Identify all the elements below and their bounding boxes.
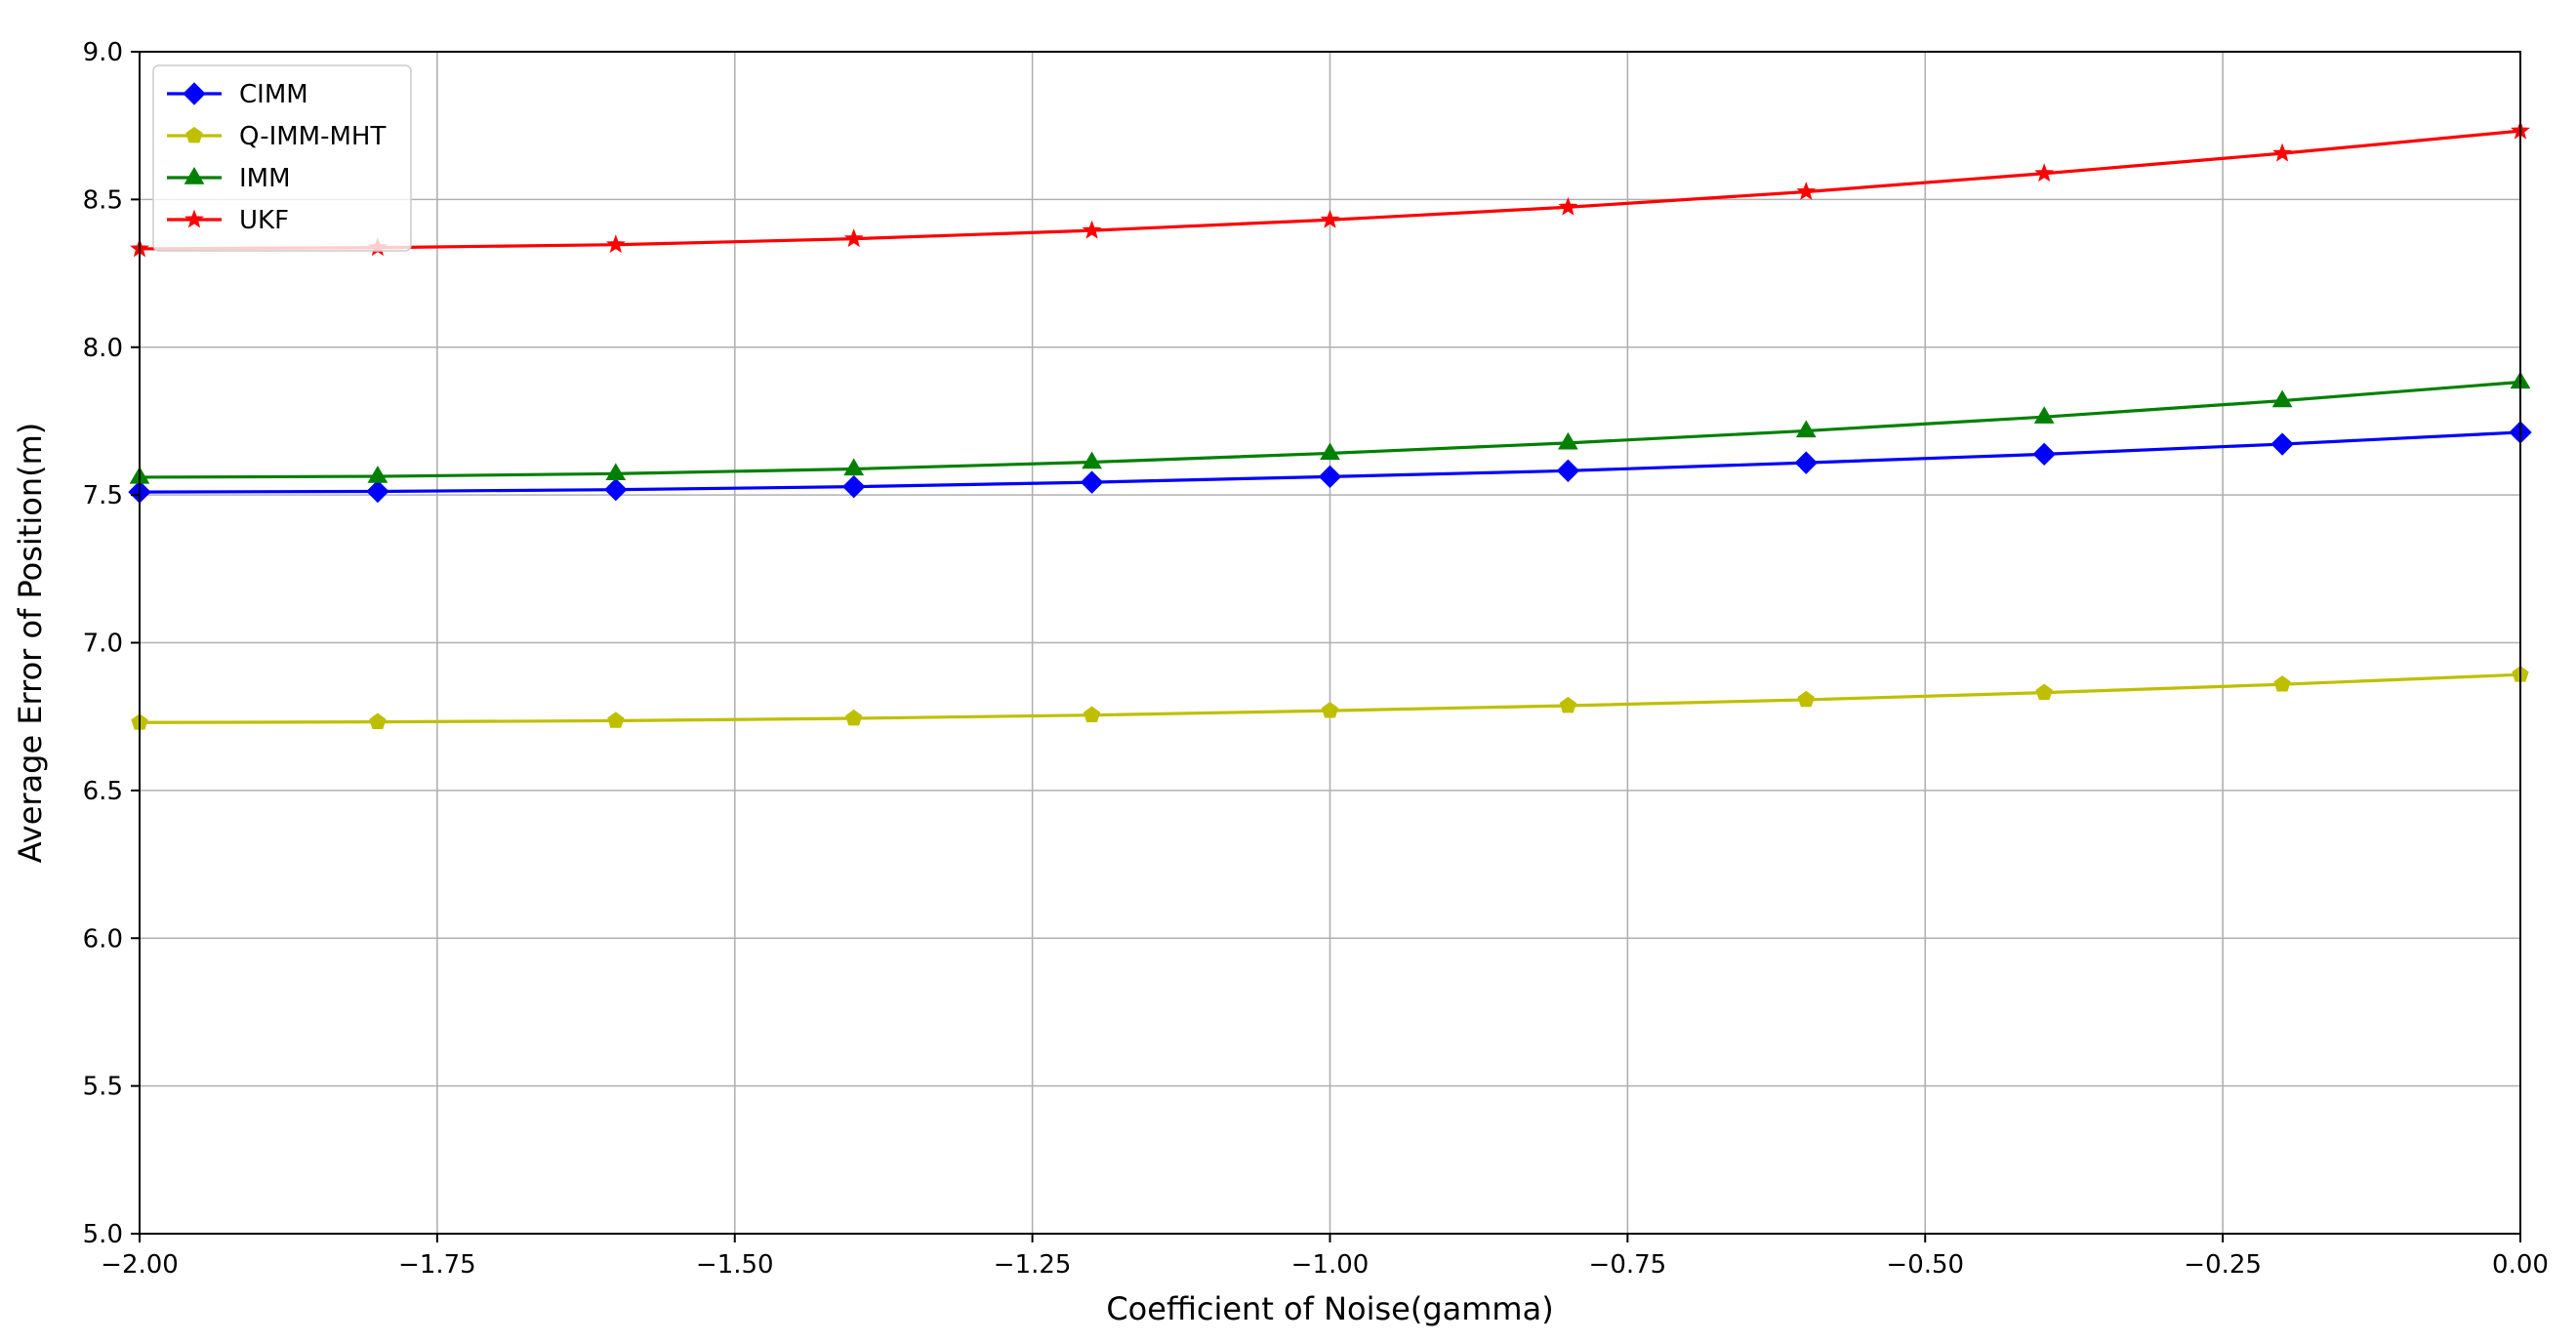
- legend-marker-cimm: [183, 82, 206, 105]
- y-tick-label: 7.5: [83, 481, 123, 510]
- data-point-imm: [1795, 420, 1817, 438]
- legend-label-imm: IMM: [239, 164, 291, 193]
- legend-label-q-imm-mht: Q-IMM-MHT: [239, 122, 386, 151]
- data-point-cimm: [1080, 470, 1104, 494]
- data-point-ukf: [1558, 196, 1578, 216]
- data-point-cimm: [2032, 442, 2056, 467]
- data-point-cimm: [2270, 432, 2294, 456]
- grid-lines: [139, 51, 2521, 1235]
- x-tick-label: −0.75: [1589, 1250, 1667, 1280]
- y-tick-label: 7.0: [83, 630, 123, 659]
- x-tick-label: −2.00: [101, 1250, 179, 1280]
- y-tick-label: 9.0: [83, 38, 123, 67]
- data-point-ukf: [1320, 209, 1340, 228]
- legend-marker-q-imm-mht: [185, 126, 203, 143]
- data-point-q-imm-mht: [369, 712, 387, 730]
- x-tick-label: −0.25: [2184, 1250, 2262, 1280]
- data-point-imm: [2033, 406, 2055, 424]
- y-tick-label: 5.5: [83, 1073, 123, 1102]
- x-tick-label: −1.25: [994, 1250, 1072, 1280]
- data-point-q-imm-mht: [1559, 696, 1577, 713]
- x-tick-label: −1.75: [398, 1250, 476, 1280]
- data-point-imm: [2271, 389, 2293, 408]
- data-point-ukf: [1082, 220, 1102, 239]
- data-point-q-imm-mht: [845, 709, 863, 726]
- data-point-cimm: [1318, 465, 1342, 489]
- data-point-imm: [367, 466, 388, 483]
- axis-ticks: −2.00 −1.75 −1.50 −1.25 −1.00 −0.75 −0.50 −0.25…: [83, 38, 2549, 1280]
- y-tick-label: 6.5: [83, 777, 123, 806]
- series-layer: [128, 120, 2532, 730]
- y-tick-label: 8.0: [83, 334, 123, 363]
- data-point-q-imm-mht: [1321, 702, 1339, 718]
- data-point-ukf: [1796, 182, 1817, 200]
- x-axis-label: Coefficient of Noise(gamma): [1106, 1290, 1553, 1327]
- y-tick-label: 5.0: [83, 1220, 123, 1249]
- data-point-ukf: [843, 228, 864, 248]
- data-point-q-imm-mht: [2035, 683, 2053, 701]
- series-imm: [129, 371, 2531, 484]
- data-point-ukf: [605, 234, 626, 254]
- y-tick-label: 6.0: [83, 924, 123, 954]
- x-tick-label: −1.00: [1291, 1250, 1370, 1280]
- series-q-imm-mht: [131, 666, 2529, 730]
- x-tick-label: 0.00: [2492, 1250, 2549, 1280]
- legend-label-cimm: CIMM: [239, 80, 308, 109]
- data-point-imm: [1558, 431, 1578, 450]
- data-point-q-imm-mht: [2273, 675, 2291, 692]
- data-point-q-imm-mht: [1797, 690, 1815, 708]
- data-point-ukf: [2272, 142, 2293, 162]
- data-point-cimm: [841, 474, 866, 499]
- series-cimm: [128, 421, 2532, 504]
- data-point-q-imm-mht: [1083, 706, 1101, 723]
- legend-label-ukf: UKF: [239, 206, 289, 235]
- legend-marker-imm: [184, 167, 205, 184]
- data-point-ukf: [2034, 163, 2055, 183]
- y-tick-label: 8.5: [83, 185, 123, 215]
- legend-marker-ukf: [184, 209, 204, 228]
- y-axis-label: Average Error of Position(m): [12, 423, 49, 864]
- data-point-cimm: [604, 477, 628, 502]
- data-point-imm: [1320, 442, 1340, 461]
- data-point-imm: [1082, 451, 1102, 469]
- data-point-cimm: [1794, 451, 1819, 474]
- x-tick-label: −1.50: [696, 1250, 774, 1280]
- legend: CIMM Q-IMM-MHT IMM UKF: [152, 64, 412, 252]
- legend-box: [152, 64, 412, 252]
- data-point-cimm: [1556, 459, 1580, 483]
- data-point-q-imm-mht: [607, 712, 625, 728]
- data-point-imm: [605, 463, 627, 481]
- data-point-imm: [843, 458, 865, 476]
- x-tick-label: −0.50: [1886, 1250, 1964, 1280]
- data-point-cimm: [366, 479, 389, 504]
